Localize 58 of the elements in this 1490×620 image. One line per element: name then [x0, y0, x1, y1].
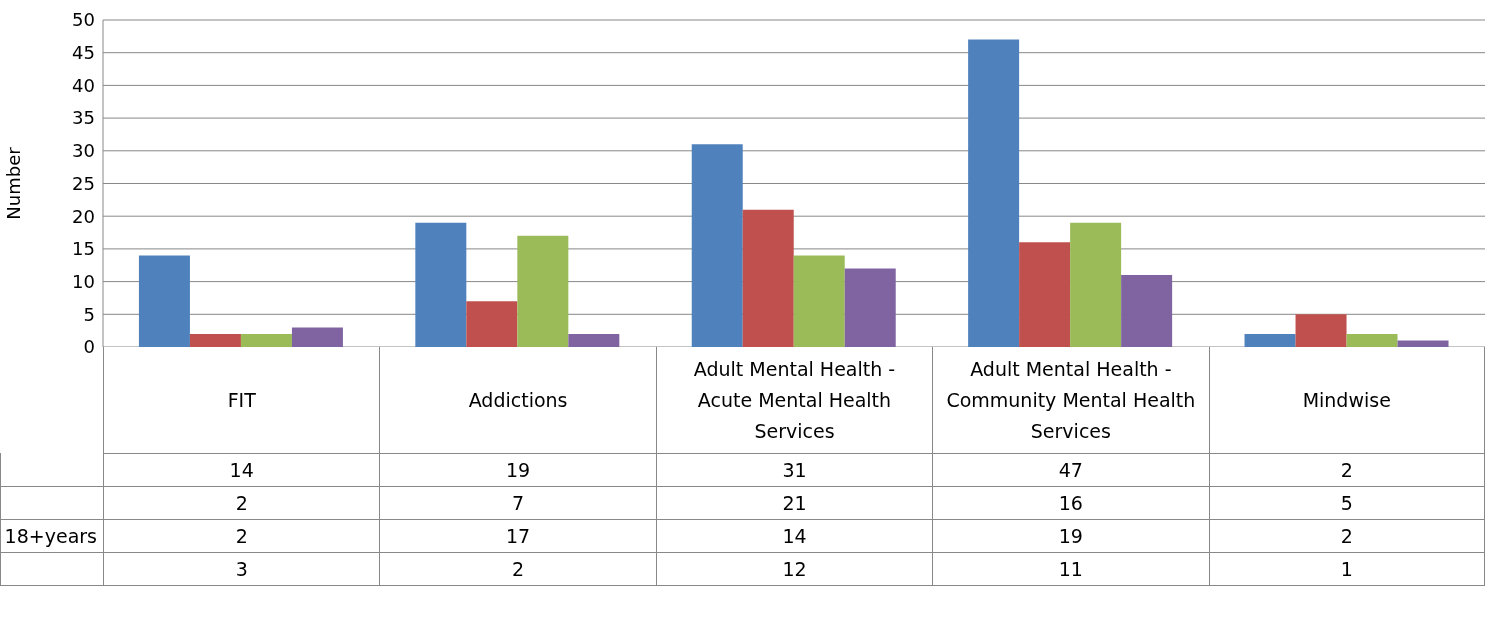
y-tick-label: 30	[72, 140, 95, 162]
data-label: 16	[932, 486, 1209, 519]
y-tick-label: 40	[72, 74, 95, 96]
bar	[1397, 340, 1449, 347]
bar	[466, 301, 518, 347]
y-axis-title: Number	[3, 146, 25, 220]
bar	[138, 255, 190, 347]
y-tick-label: 0	[83, 336, 95, 358]
bar	[1295, 314, 1347, 347]
data-label: 7	[379, 486, 656, 519]
data-label: 17	[379, 519, 656, 552]
data-label: 2	[1208, 519, 1485, 552]
x-tick-label: Mindwise	[1208, 347, 1485, 453]
bar	[844, 268, 896, 347]
y-tick-label: 45	[72, 42, 95, 64]
bar	[189, 333, 241, 347]
data-label: 14	[655, 519, 933, 552]
bar	[517, 235, 569, 347]
y-tick-label: 5	[83, 303, 95, 325]
bar	[1121, 275, 1173, 347]
y-tick-label: 35	[72, 107, 95, 129]
text: 18+years	[0, 519, 103, 552]
bar	[1244, 333, 1296, 347]
bar	[240, 333, 292, 347]
data-label: 2	[1208, 453, 1485, 486]
x-tick-label: Addictions	[379, 347, 656, 453]
data-label: 47	[932, 453, 1209, 486]
bar	[742, 209, 794, 347]
data-label: 11	[932, 552, 1209, 585]
data-label: 2	[103, 519, 380, 552]
x-tick-label: Adult Mental Health - Community Mental Health Services	[932, 347, 1209, 453]
data-label: 14	[103, 453, 380, 486]
y-tick-label: 25	[72, 172, 95, 194]
bar	[568, 333, 620, 347]
data-label: 21	[655, 486, 933, 519]
data-label: 2	[379, 552, 656, 585]
data-label: 31	[655, 453, 933, 486]
x-tick-label: FIT	[103, 347, 380, 453]
bar	[415, 222, 467, 347]
data-label: 5	[1208, 486, 1485, 519]
x-tick-label: Adult Mental Health - Acute Mental Health Services	[655, 347, 933, 453]
y-tick-label: 10	[72, 270, 95, 292]
data-label: 19	[379, 453, 656, 486]
data-label: 12	[655, 552, 933, 585]
data-label: 3	[103, 552, 380, 585]
y-tick-label: 50	[72, 9, 95, 31]
bar	[1070, 222, 1122, 347]
data-label: 2	[103, 486, 380, 519]
bar	[1346, 333, 1398, 347]
bar	[793, 255, 845, 347]
bar	[1019, 242, 1071, 347]
y-tick-label: 20	[72, 205, 95, 227]
bar	[968, 39, 1020, 347]
bar	[691, 144, 743, 347]
data-label: 19	[932, 519, 1209, 552]
y-tick-label: 15	[72, 238, 95, 260]
data-label: 1	[1208, 552, 1485, 585]
bar	[291, 327, 343, 347]
